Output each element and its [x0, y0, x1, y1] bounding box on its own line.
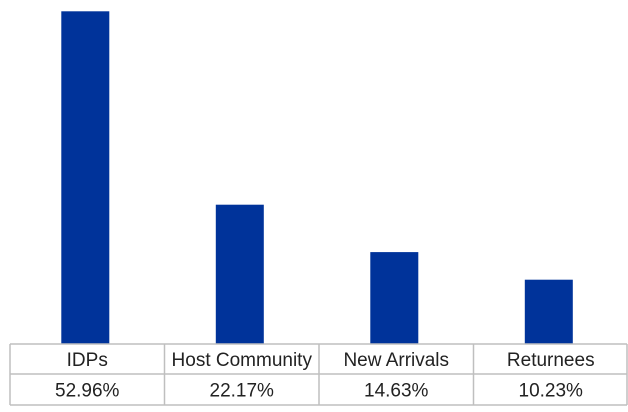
data-table: IDPs 52.96% Host Community 22.17% New Arriva… — [9, 343, 628, 406]
bar-returnees — [524, 279, 573, 344]
bar-new-arrivals — [370, 252, 419, 344]
value-label: 10.23% — [519, 381, 584, 402]
value-label: 14.63% — [364, 381, 429, 402]
bar-idps — [61, 11, 110, 345]
category-label: New Arrivals — [343, 350, 449, 371]
value-label: 52.96% — [55, 381, 120, 402]
category-label: IDPs — [67, 350, 108, 371]
category-label: Host Community — [172, 350, 313, 371]
bars-group — [61, 11, 573, 345]
category-label: Returnees — [507, 350, 595, 371]
value-label: 22.17% — [210, 381, 275, 402]
bar-host-community — [215, 204, 264, 344]
